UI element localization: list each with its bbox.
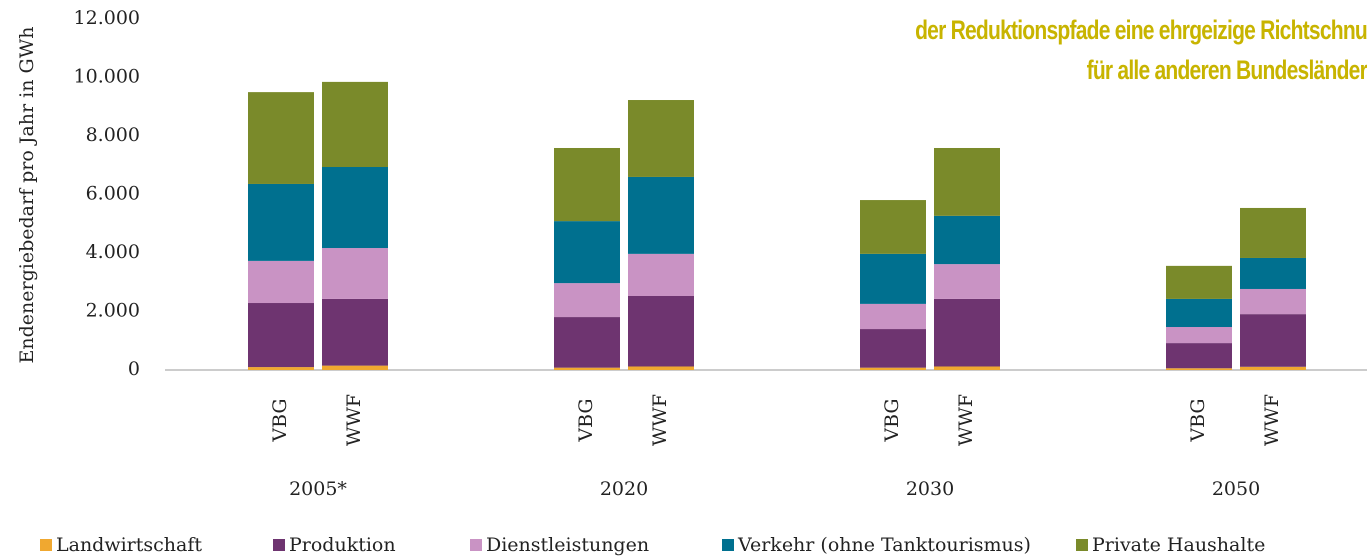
bar-segment [628,100,694,177]
bar-segment [860,303,926,330]
bar-segment [1240,288,1306,315]
x-tick-label: VBG [1187,398,1209,442]
legend-label: Verkehr (ohne Tanktourismus) [737,534,1031,556]
bar-segment [860,200,926,254]
legend-swatch [722,539,734,551]
bar-segment [934,366,1000,370]
y-tick-label: 10.000 [74,66,140,88]
legend-swatch [40,539,52,551]
bar-segment [248,92,314,184]
bar-segment [554,221,620,284]
bar-segment [322,248,388,299]
annotation: für alle anderen Bundesländer [1087,56,1367,86]
legend-label: Produktion [289,534,396,556]
bar-segment [248,303,314,368]
x-tick-label: WWF [1261,394,1283,446]
x-tick-label: WWF [649,394,671,446]
y-tick-label: 6.000 [86,183,140,205]
bar-segment [934,147,1000,216]
x-tick-label: VBG [575,398,597,442]
bar-segment [860,253,926,304]
bar-segment [1166,327,1232,344]
bar-segment [248,367,314,370]
legend-label: Dienstleistungen [486,534,649,556]
x-tick-label: WWF [343,394,365,446]
bar-segment [1166,298,1232,328]
bar-segment [1240,207,1306,258]
y-tick-label: 8.000 [86,124,140,146]
bar-segment [322,81,388,168]
bar-segment [1240,257,1306,289]
bar-segment [322,365,388,370]
group-label: 2020 [600,478,648,500]
bar-segment [1166,343,1232,369]
bar-segment [628,366,694,370]
bar-segment [248,260,314,304]
y-tick-label: 2.000 [86,300,140,322]
bar-segment [1240,366,1306,370]
bar-segment [860,367,926,370]
bar-segment [554,147,620,222]
y-tick-label: 0 [128,358,140,380]
bar-segment [248,183,314,261]
group-label: 2030 [906,478,954,500]
group-label: 2005* [289,478,347,500]
group-label: 2050 [1212,478,1260,500]
bar-segment [554,317,620,368]
bar-segment [322,167,388,249]
bar-segment [934,264,1000,299]
bar-segment [934,298,1000,367]
bar-segment [860,329,926,368]
bar-segment [628,253,694,296]
bar-segment [322,298,388,366]
bar-segment [554,367,620,370]
bar-segment [1240,314,1306,367]
legend-swatch [470,539,482,551]
bar-segment [628,295,694,367]
legend-label: Private Haushalte [1092,534,1265,556]
bar-segment [628,176,694,254]
bar-segment [1166,265,1232,299]
y-tick-label: 4.000 [86,241,140,263]
legend-swatch [1076,539,1088,551]
bar-segment [554,283,620,318]
legend-swatch [273,539,285,551]
y-tick-label: 12.000 [74,7,140,29]
bar-segment [934,215,1000,265]
annotation: der Reduktionspfade eine ehrgeizige Rich… [915,16,1367,46]
x-tick-label: WWF [955,394,977,446]
bar-segment [1166,368,1232,370]
y-axis-label: Endenergiebedarf pro Jahr in GWh [16,27,38,364]
x-tick-label: VBG [881,398,903,442]
x-tick-label: VBG [269,398,291,442]
legend-label: Landwirtschaft [56,534,202,556]
